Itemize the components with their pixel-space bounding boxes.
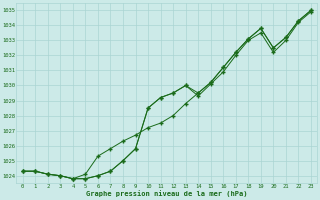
X-axis label: Graphe pression niveau de la mer (hPa): Graphe pression niveau de la mer (hPa) [86, 190, 248, 197]
